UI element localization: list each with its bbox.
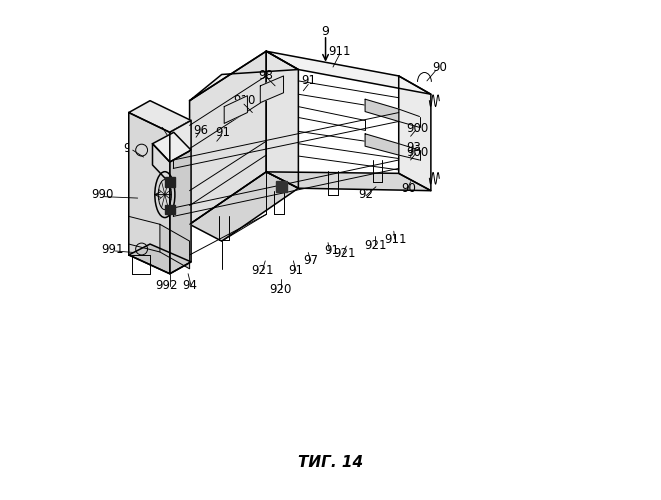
Polygon shape bbox=[399, 76, 431, 190]
Text: ΤИГ. 14: ΤИГ. 14 bbox=[298, 455, 363, 470]
Polygon shape bbox=[190, 172, 298, 241]
Text: 900: 900 bbox=[406, 146, 428, 158]
Text: 97: 97 bbox=[303, 254, 318, 268]
Text: 90: 90 bbox=[432, 60, 447, 74]
Text: 91: 91 bbox=[215, 126, 231, 139]
Text: 911: 911 bbox=[328, 44, 350, 58]
Text: 93: 93 bbox=[406, 140, 421, 153]
Bar bbox=[276, 181, 287, 192]
Bar bbox=[165, 204, 175, 214]
Text: 920: 920 bbox=[269, 283, 292, 296]
Polygon shape bbox=[365, 99, 399, 122]
Polygon shape bbox=[153, 132, 191, 162]
Text: 91: 91 bbox=[301, 74, 316, 88]
Text: 911: 911 bbox=[385, 232, 407, 245]
Polygon shape bbox=[260, 76, 284, 102]
Polygon shape bbox=[266, 51, 431, 94]
Text: 990: 990 bbox=[91, 188, 113, 201]
Text: 900: 900 bbox=[406, 122, 428, 136]
Polygon shape bbox=[266, 51, 298, 188]
Polygon shape bbox=[266, 172, 431, 191]
Bar bbox=[165, 177, 175, 186]
Polygon shape bbox=[129, 100, 191, 132]
Text: 92: 92 bbox=[359, 188, 373, 201]
Polygon shape bbox=[170, 120, 191, 274]
Polygon shape bbox=[129, 244, 191, 274]
Polygon shape bbox=[160, 224, 190, 269]
Text: 921: 921 bbox=[333, 248, 356, 260]
Polygon shape bbox=[224, 96, 247, 124]
Polygon shape bbox=[129, 112, 170, 274]
Text: 95: 95 bbox=[157, 119, 171, 132]
Text: 98: 98 bbox=[258, 70, 273, 82]
Text: 91: 91 bbox=[288, 264, 303, 278]
Text: 992: 992 bbox=[155, 279, 178, 292]
Polygon shape bbox=[190, 51, 298, 100]
Text: 96: 96 bbox=[194, 124, 208, 137]
Text: 99: 99 bbox=[124, 142, 139, 155]
Polygon shape bbox=[170, 120, 191, 162]
Polygon shape bbox=[190, 51, 266, 225]
Text: 90: 90 bbox=[401, 182, 416, 194]
Text: 921: 921 bbox=[365, 238, 387, 252]
Text: 991: 991 bbox=[102, 242, 124, 256]
Text: 91: 91 bbox=[324, 244, 339, 258]
Text: 921: 921 bbox=[251, 264, 274, 278]
Text: 9: 9 bbox=[322, 25, 329, 38]
Text: 94: 94 bbox=[182, 279, 197, 292]
Polygon shape bbox=[153, 144, 170, 183]
Text: 910: 910 bbox=[233, 94, 255, 107]
Polygon shape bbox=[365, 134, 399, 155]
